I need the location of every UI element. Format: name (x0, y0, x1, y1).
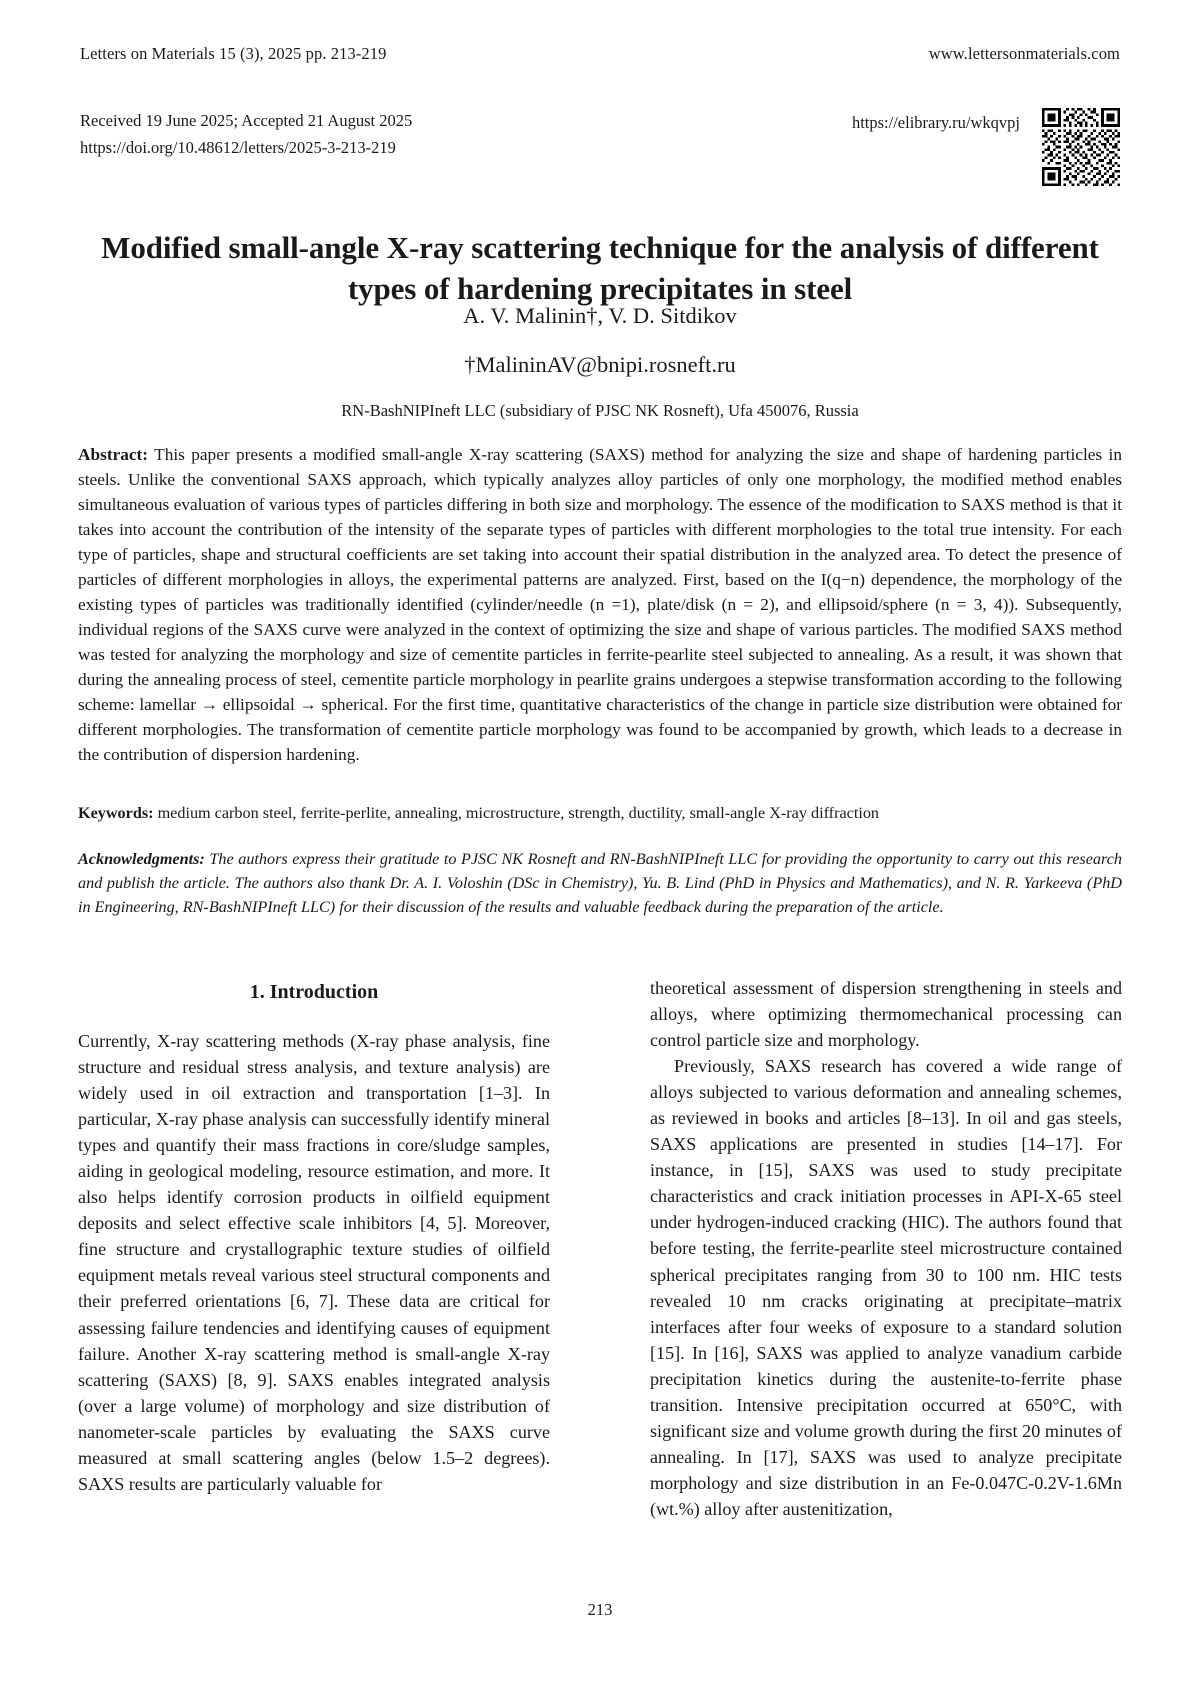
abstract-text: This paper presents a modified small-ang… (78, 445, 1122, 764)
acknowledgments-label: Acknowledgments: (78, 850, 205, 868)
received-accepted-date: Received 19 June 2025; Accepted 21 Augus… (80, 108, 720, 135)
running-head: Letters on Materials 15 (3), 2025 pp. 21… (80, 44, 1120, 64)
keywords-label: Keywords: (78, 804, 154, 822)
paragraph-intro-3: Previously, SAXS research has covered a … (650, 1053, 1122, 1522)
keywords-text: medium carbon steel, ferrite-perlite, an… (154, 804, 879, 822)
elibrary-link[interactable]: https://elibrary.ru/wkqvpj (852, 110, 1020, 137)
column-right: theoretical assessment of dispersion str… (650, 975, 1122, 1522)
author-list: A. V. Malinin†, V. D. Sitdikov (80, 303, 1120, 329)
paragraph-intro-1: Currently, X-ray scattering methods (X-r… (78, 1028, 550, 1497)
meta-left: Received 19 June 2025; Accepted 21 Augus… (80, 108, 720, 161)
acknowledgments-text: The authors express their gratitude to P… (78, 850, 1122, 916)
qr-code-svg (1042, 108, 1120, 186)
corresponding-email-text: †MalininAV@bnipi.rosneft.ru (464, 352, 736, 377)
page-number: 213 (0, 1600, 1200, 1620)
affiliation: RN-BashNIPIneft LLC (subsidiary of PJSC … (80, 401, 1120, 421)
abstract-label: Abstract: (78, 445, 148, 464)
paper-page: Letters on Materials 15 (3), 2025 pp. 21… (0, 0, 1200, 1697)
body-columns: 1. Introduction Currently, X-ray scatter… (78, 975, 1122, 1475)
doi-link[interactable]: https://doi.org/10.48612/letters/2025-3-… (80, 135, 720, 162)
section-heading-introduction: 1. Introduction (78, 975, 550, 1004)
column-left: 1. Introduction Currently, X-ray scatter… (78, 975, 550, 1497)
qr-code-icon[interactable] (1042, 108, 1120, 186)
abstract: Abstract: This paper presents a modified… (78, 443, 1122, 768)
acknowledgments: Acknowledgments: The authors express the… (78, 848, 1122, 920)
keywords: Keywords: medium carbon steel, ferrite-p… (78, 802, 1122, 825)
author-names: A. V. Malinin†, V. D. Sitdikov (463, 303, 736, 328)
paragraph-intro-2: theoretical assessment of dispersion str… (650, 975, 1122, 1053)
journal-website[interactable]: www.lettersonmaterials.com (929, 44, 1120, 64)
corresponding-email[interactable]: †MalininAV@bnipi.rosneft.ru (80, 352, 1120, 378)
journal-reference: Letters on Materials 15 (3), 2025 pp. 21… (80, 44, 386, 64)
page-title: Modified small-angle X-ray scattering te… (80, 227, 1120, 309)
